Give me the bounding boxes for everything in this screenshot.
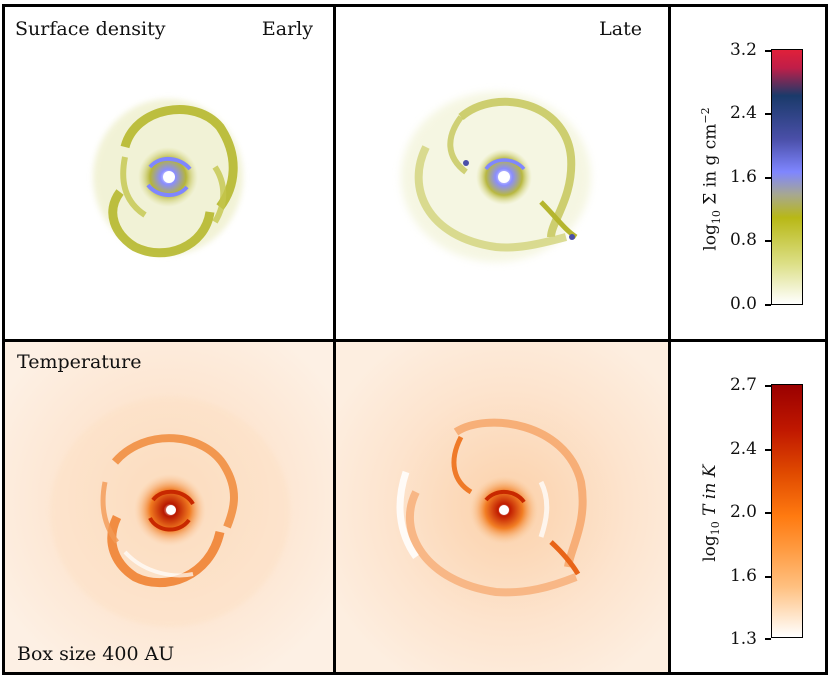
temperature-tickmark xyxy=(765,576,771,578)
density-tick: 0.8 xyxy=(729,230,757,250)
density-tickmark xyxy=(765,113,771,115)
density-colorbar-panel: log10 Σ in g cm−2 3.2 2.4 1.6 0.8 0.0 xyxy=(668,4,828,342)
late-label: Late xyxy=(599,18,642,40)
density-tickmark xyxy=(765,240,771,242)
density-colorbar xyxy=(771,49,803,305)
density-tick: 2.4 xyxy=(729,103,757,123)
density-tickmark xyxy=(765,304,771,306)
density-early-image xyxy=(93,99,243,258)
temperature-late-panel xyxy=(333,339,671,675)
temperature-tickmark xyxy=(765,385,771,387)
temperature-tick: 2.4 xyxy=(729,439,757,459)
density-tick: 0.0 xyxy=(729,294,757,314)
temperature-late-image xyxy=(336,342,668,672)
temperature-tickmark xyxy=(765,449,771,451)
density-early-panel: Surface density Early xyxy=(2,4,336,342)
density-tick: 1.6 xyxy=(729,167,757,187)
temperature-panel-label: Temperature xyxy=(17,351,142,373)
density-tick: 3.2 xyxy=(729,40,757,60)
temperature-tick: 1.3 xyxy=(729,629,757,649)
temperature-early-image xyxy=(5,342,333,672)
temperature-tick: 1.6 xyxy=(729,566,757,586)
temperature-tick: 2.7 xyxy=(729,375,757,395)
early-label: Early xyxy=(261,18,313,40)
temperature-early-panel: Temperature Box size 400 AU xyxy=(2,339,336,675)
temperature-colorbar-panel: log10 T in K 2.7 2.4 2.0 1.6 1.3 xyxy=(668,339,828,675)
density-tickmark xyxy=(765,50,771,52)
temperature-tickmark xyxy=(765,512,771,514)
density-late-image xyxy=(401,92,591,262)
temperature-tickmark xyxy=(765,638,771,640)
density-panel-label: Surface density xyxy=(15,18,166,40)
box-size-caption: Box size 400 AU xyxy=(17,643,175,665)
density-late-panel: Late xyxy=(333,4,671,342)
temperature-colorbar xyxy=(771,384,803,638)
temperature-tick: 2.0 xyxy=(729,502,757,522)
density-tickmark xyxy=(765,177,771,179)
